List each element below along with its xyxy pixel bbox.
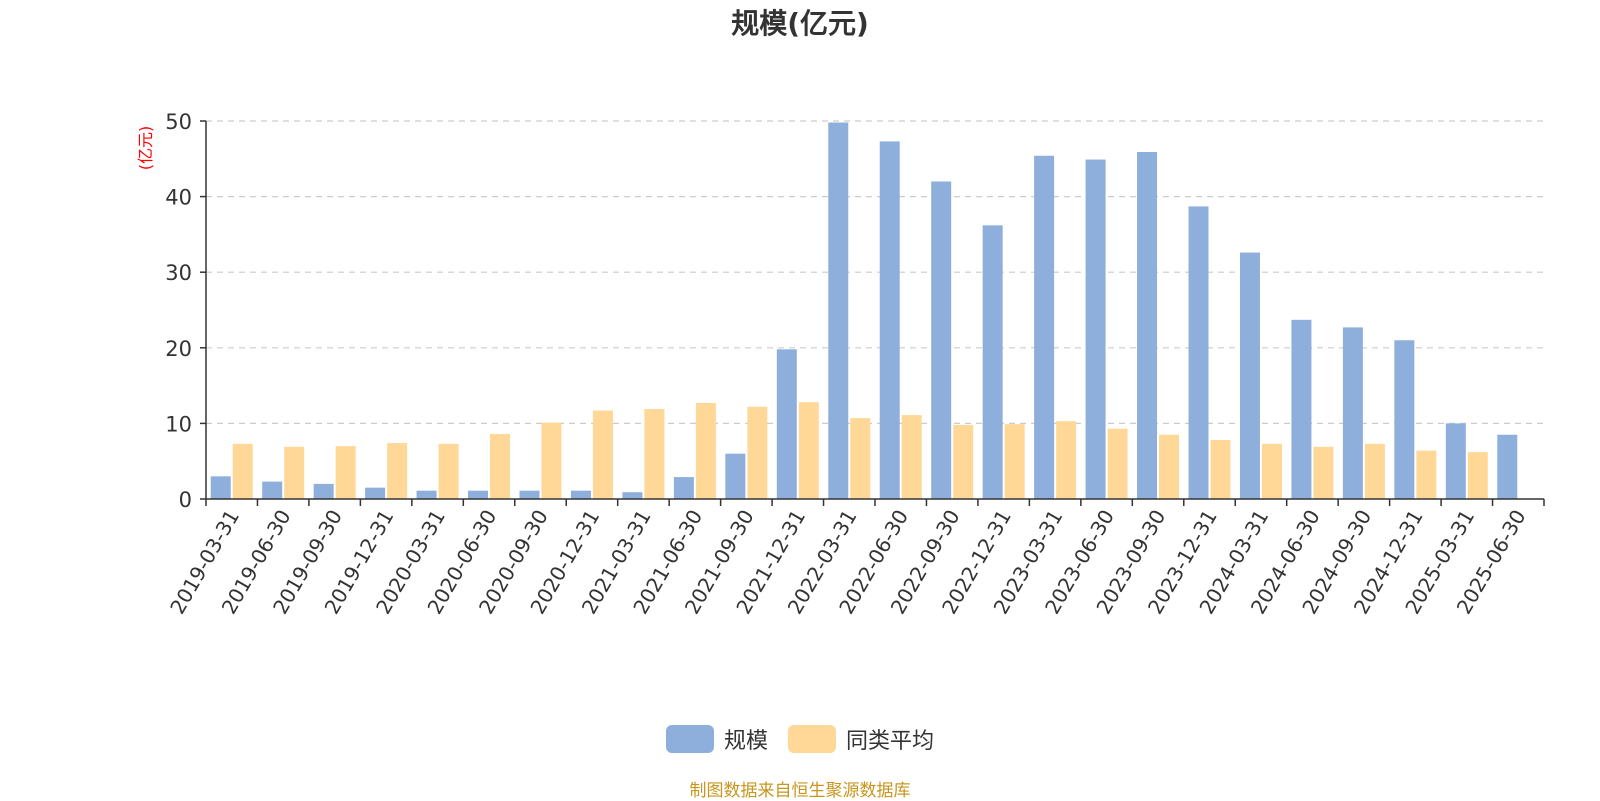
bar-scale[interactable] [1034, 155, 1055, 499]
bar-scale[interactable] [1239, 252, 1260, 499]
legend-item-average[interactable]: 同类平均 [788, 723, 934, 755]
legend-swatch-scale [665, 725, 714, 753]
bar-scale[interactable] [931, 181, 952, 500]
bar-average[interactable] [798, 402, 819, 499]
bar-average[interactable] [1313, 446, 1334, 499]
legend: 规模 同类平均 [0, 723, 1600, 755]
y-axis-unit-label: (亿元) [136, 126, 155, 171]
bar-average[interactable] [541, 422, 562, 499]
bar-scale[interactable] [725, 453, 746, 499]
bar-average[interactable] [850, 418, 871, 499]
bar-average[interactable] [1364, 443, 1385, 499]
bar-average[interactable] [284, 446, 305, 499]
y-tick-label: 0 [179, 488, 192, 512]
bar-average[interactable] [1107, 428, 1128, 499]
bar-scale[interactable] [879, 141, 900, 500]
bar-scale[interactable] [1137, 151, 1158, 499]
bar-average[interactable] [1056, 421, 1077, 499]
bar-scale[interactable] [416, 490, 437, 499]
bar-scale[interactable] [313, 483, 334, 499]
axes [205, 121, 1545, 506]
bar-average[interactable] [1416, 450, 1437, 499]
bar-average[interactable] [438, 443, 459, 499]
bar-average[interactable] [592, 410, 613, 499]
y-tick-label: 50 [165, 110, 192, 134]
bar-average[interactable] [953, 424, 974, 499]
bar-scale[interactable] [210, 476, 231, 499]
y-tick-label: 40 [165, 186, 192, 210]
legend-label-scale: 规模 [723, 729, 768, 754]
bar-scale[interactable] [262, 481, 283, 499]
bar-average[interactable] [335, 446, 356, 499]
bar-scale[interactable] [776, 349, 797, 499]
bar-scale[interactable] [622, 492, 643, 499]
y-tick-labels: 0 10 20 30 40 50 [165, 110, 192, 512]
bar-scale[interactable] [828, 122, 849, 500]
bar-scale[interactable] [570, 490, 591, 499]
data-source-note: 制图数据来自恒生聚源数据库 [689, 781, 911, 801]
bar-average[interactable] [1159, 434, 1180, 499]
y-tick-label: 20 [165, 337, 192, 361]
legend-label-average: 同类平均 [846, 729, 935, 754]
bar-scale[interactable] [1497, 434, 1518, 499]
bar-scale[interactable] [1394, 340, 1415, 499]
grid-lines [200, 120, 1544, 500]
bar-average[interactable] [232, 443, 253, 499]
bar-scale[interactable] [1188, 206, 1209, 500]
bar-scale[interactable] [519, 490, 540, 499]
bar-scale[interactable] [468, 490, 489, 499]
bar-scale[interactable] [1085, 159, 1106, 499]
bar-scale[interactable] [365, 487, 386, 499]
legend-item-scale[interactable]: 规模 [665, 723, 768, 755]
bar-average[interactable] [387, 443, 408, 499]
legend-swatch-average [788, 725, 836, 753]
bar-scale[interactable] [1291, 319, 1312, 499]
bar-average[interactable] [695, 402, 716, 499]
x-tick-labels: 2019-03-312019-06-302019-09-302019-12-31… [165, 506, 1530, 619]
bar-average[interactable] [1467, 452, 1488, 499]
bar-scale[interactable] [1445, 423, 1466, 499]
bar-scale[interactable] [673, 477, 694, 499]
y-tick-label: 10 [165, 412, 192, 436]
chart-title: 规模(亿元) [731, 7, 869, 40]
bar-average[interactable] [1261, 443, 1282, 499]
y-tick-label: 30 [165, 261, 192, 285]
bars [210, 122, 1518, 500]
bar-average[interactable] [1004, 424, 1025, 499]
bar-average[interactable] [644, 409, 665, 499]
bar-average[interactable] [1210, 440, 1231, 499]
bar-scale[interactable] [982, 225, 1003, 499]
bar-average[interactable] [747, 406, 768, 499]
bar-scale[interactable] [1342, 327, 1363, 499]
bar-average[interactable] [901, 415, 922, 499]
bar-average[interactable] [490, 433, 511, 499]
